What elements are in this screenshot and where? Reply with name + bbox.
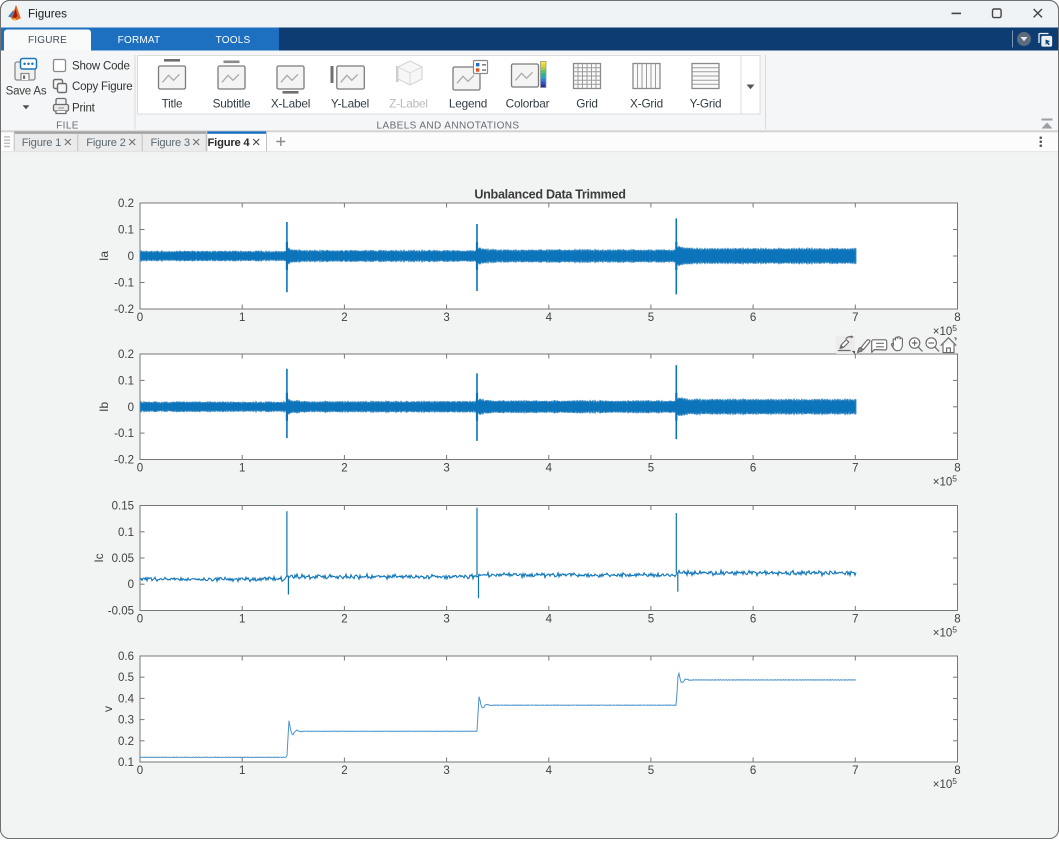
svg-text:Title: Title	[162, 97, 183, 111]
svg-text:6: 6	[750, 613, 756, 625]
svg-text:Figure 1: Figure 1	[22, 137, 61, 149]
svg-text:3: 3	[443, 312, 449, 324]
svg-text:5: 5	[648, 462, 654, 474]
svg-text:8: 8	[954, 765, 960, 777]
svg-text:Z-Label: Z-Label	[389, 97, 428, 111]
svg-text:0.2: 0.2	[118, 349, 134, 361]
svg-text:0: 0	[128, 402, 134, 414]
svg-text:FORMAT: FORMAT	[118, 35, 161, 46]
svg-text:4: 4	[546, 613, 553, 625]
svg-text:0.2: 0.2	[118, 736, 134, 748]
svg-text:Print: Print	[72, 103, 96, 115]
svg-text:LABELS AND ANNOTATIONS: LABELS AND ANNOTATIONS	[377, 121, 520, 132]
svg-text:v: v	[101, 706, 115, 712]
svg-text:0.4: 0.4	[118, 693, 135, 705]
svg-text:Save As: Save As	[6, 86, 47, 98]
svg-text:Figures: Figures	[28, 8, 67, 21]
svg-text:-0.05: -0.05	[108, 606, 134, 618]
svg-text:7: 7	[852, 613, 858, 625]
svg-text:0: 0	[128, 579, 134, 591]
svg-text:Y-Label: Y-Label	[331, 97, 369, 111]
svg-text:4: 4	[546, 765, 553, 777]
svg-text:0.1: 0.1	[118, 757, 134, 769]
svg-text:0.6: 0.6	[118, 651, 134, 663]
svg-text:0: 0	[137, 462, 143, 474]
svg-text:0.3: 0.3	[118, 715, 134, 727]
svg-text:1: 1	[239, 312, 245, 324]
svg-text:2: 2	[341, 765, 347, 777]
svg-text:4: 4	[546, 462, 553, 474]
svg-text:-0.1: -0.1	[114, 428, 134, 440]
svg-text:0.2: 0.2	[118, 198, 134, 210]
svg-text:0.1: 0.1	[118, 375, 134, 387]
svg-text:Figure 3: Figure 3	[150, 137, 189, 149]
svg-text:Ib: Ib	[97, 401, 111, 411]
svg-text:8: 8	[954, 312, 960, 324]
svg-text:Unbalanced Data Trimmed: Unbalanced Data Trimmed	[474, 188, 625, 202]
svg-text:X-Grid: X-Grid	[630, 97, 663, 111]
svg-text:Legend: Legend	[449, 97, 487, 111]
svg-text:5: 5	[648, 765, 654, 777]
svg-text:Y-Grid: Y-Grid	[690, 97, 722, 111]
svg-text:6: 6	[750, 765, 756, 777]
svg-text:Figure 4: Figure 4	[208, 137, 251, 149]
svg-text:0.5: 0.5	[118, 672, 134, 684]
svg-text:Ic: Ic	[92, 553, 106, 562]
svg-text:6: 6	[750, 312, 756, 324]
svg-text:Ia: Ia	[97, 251, 111, 261]
svg-text:-0.1: -0.1	[114, 278, 134, 290]
svg-text:6: 6	[750, 462, 756, 474]
svg-text:0.1: 0.1	[118, 527, 134, 539]
svg-text:7: 7	[852, 765, 858, 777]
svg-text:5: 5	[648, 312, 654, 324]
svg-text:Subtitle: Subtitle	[213, 97, 251, 111]
svg-text:4: 4	[546, 312, 553, 324]
svg-text:8: 8	[954, 462, 960, 474]
svg-text:Figure 2: Figure 2	[86, 137, 125, 149]
svg-text:TOOLS: TOOLS	[216, 35, 251, 46]
svg-text:8: 8	[954, 613, 960, 625]
svg-text:0.05: 0.05	[112, 553, 134, 565]
svg-text:-0.2: -0.2	[114, 455, 134, 467]
svg-text:1: 1	[239, 765, 245, 777]
svg-text:7: 7	[852, 312, 858, 324]
svg-text:3: 3	[443, 462, 449, 474]
svg-text:1: 1	[239, 613, 245, 625]
svg-text:0: 0	[137, 613, 143, 625]
svg-text:2: 2	[341, 312, 347, 324]
svg-text:1: 1	[239, 462, 245, 474]
svg-text:0: 0	[137, 312, 143, 324]
svg-text:FIGURE: FIGURE	[28, 35, 67, 46]
svg-text:×105: ×105	[933, 473, 958, 488]
svg-text:×105: ×105	[933, 624, 958, 639]
svg-text:Show Code: Show Code	[72, 61, 130, 73]
svg-text:×105: ×105	[933, 323, 958, 338]
svg-text:7: 7	[852, 462, 858, 474]
svg-text:0.15: 0.15	[112, 501, 134, 513]
svg-text:0: 0	[128, 251, 134, 263]
svg-text:5: 5	[648, 613, 654, 625]
svg-text:Colorbar: Colorbar	[506, 97, 550, 111]
svg-text:X-Label: X-Label	[271, 97, 310, 111]
svg-text:3: 3	[443, 765, 449, 777]
svg-text:Copy Figure: Copy Figure	[72, 81, 132, 93]
svg-text:3: 3	[443, 613, 449, 625]
svg-text:2: 2	[341, 462, 347, 474]
svg-text:2: 2	[341, 613, 347, 625]
svg-text:FILE: FILE	[56, 121, 79, 132]
svg-text:Grid: Grid	[576, 97, 598, 111]
svg-text:0: 0	[137, 765, 143, 777]
svg-text:-0.2: -0.2	[114, 304, 134, 316]
svg-text:0.1: 0.1	[118, 225, 134, 237]
svg-text:×105: ×105	[933, 776, 958, 791]
